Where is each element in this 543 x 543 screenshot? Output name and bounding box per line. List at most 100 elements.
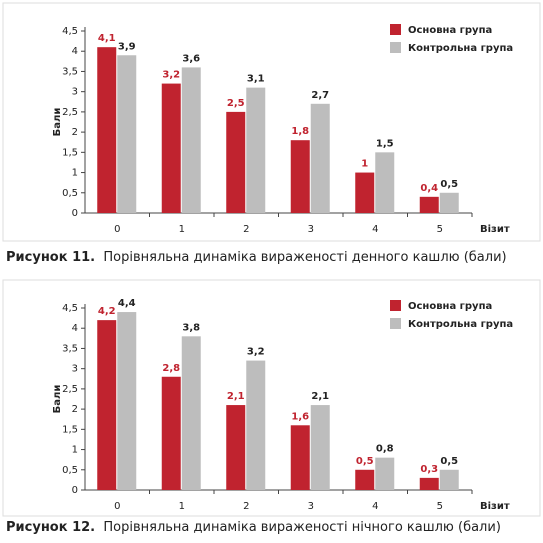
bar xyxy=(181,67,201,214)
value-label: 2,5 xyxy=(227,98,245,109)
bar xyxy=(226,111,246,213)
value-label: 3,8 xyxy=(182,322,200,333)
y-tick-label: 1 xyxy=(72,168,78,179)
bar xyxy=(419,196,439,213)
x-tick-label: 4 xyxy=(372,501,378,512)
y-tick-label: 2 xyxy=(72,404,78,415)
value-label: 0,4 xyxy=(420,183,438,194)
y-tick-label: 2 xyxy=(72,127,78,138)
value-label: 1,6 xyxy=(291,411,309,422)
y-tick-label: 3 xyxy=(72,87,78,98)
y-tick-label: 2,5 xyxy=(62,107,78,118)
figure-label: Рисунок 12. xyxy=(6,520,95,535)
y-tick-label: 0 xyxy=(72,208,78,219)
value-label: 4,4 xyxy=(118,298,136,309)
legend-swatch xyxy=(390,24,401,35)
x-tick-label: 5 xyxy=(437,501,443,512)
bar xyxy=(97,320,117,490)
figure-caption: Рисунок 11. Порівняльна динаміка виражен… xyxy=(6,250,507,265)
y-tick-label: 3,5 xyxy=(62,66,78,77)
value-label: 3,2 xyxy=(162,70,180,81)
y-tick-label: 2,5 xyxy=(62,384,78,395)
x-tick-label: 3 xyxy=(308,501,314,512)
bar xyxy=(246,87,266,213)
bar xyxy=(419,477,439,490)
y-tick-label: 1 xyxy=(72,445,78,456)
y-tick-label: 0,5 xyxy=(62,465,78,476)
y-tick-label: 3,5 xyxy=(62,343,78,354)
value-label: 4,2 xyxy=(98,306,116,317)
value-label: 0,3 xyxy=(420,464,438,475)
legend-label: Основна група xyxy=(408,25,492,36)
y-axis-title: Бали xyxy=(52,108,63,137)
x-axis-title: Візит xyxy=(480,501,510,512)
figure-title: Порівняльна динаміка вираженості нічного… xyxy=(103,520,501,535)
bar xyxy=(226,405,246,490)
x-tick-label: 0 xyxy=(114,224,120,235)
chart-frame xyxy=(2,279,541,517)
y-axis-title: Бали xyxy=(52,385,63,414)
value-label: 1,8 xyxy=(291,126,309,137)
x-tick-label: 4 xyxy=(372,224,378,235)
value-label: 3,6 xyxy=(182,53,200,64)
legend-swatch xyxy=(390,318,401,329)
bar xyxy=(290,425,310,490)
y-tick-label: 1,5 xyxy=(62,147,78,158)
bar xyxy=(439,192,459,213)
value-label: 0,5 xyxy=(356,456,374,467)
x-axis-title: Візит xyxy=(480,224,510,235)
x-tick-label: 5 xyxy=(437,224,443,235)
y-tick-label: 0,5 xyxy=(62,188,78,199)
value-label: 2,8 xyxy=(162,363,180,374)
value-label: 0,8 xyxy=(376,444,394,455)
bar xyxy=(117,55,137,214)
x-tick-label: 2 xyxy=(243,501,249,512)
figure-title: Порівняльна динаміка вираженості денного… xyxy=(103,250,506,265)
value-label: 1 xyxy=(361,159,368,170)
bar xyxy=(375,152,395,213)
x-tick-label: 1 xyxy=(179,501,185,512)
bar xyxy=(375,457,395,490)
value-label: 2,1 xyxy=(311,391,329,402)
legend-label: Контрольна група xyxy=(408,43,513,54)
y-tick-label: 4 xyxy=(72,46,78,57)
bar xyxy=(355,172,375,213)
bar xyxy=(161,376,181,490)
legend-label: Основна група xyxy=(408,301,492,312)
y-tick-label: 1,5 xyxy=(62,424,78,435)
value-label: 2,7 xyxy=(311,90,329,101)
bar xyxy=(161,83,181,213)
x-tick-label: 2 xyxy=(243,224,249,235)
value-label: 0,5 xyxy=(440,179,458,190)
y-tick-label: 0 xyxy=(72,485,78,496)
legend-swatch xyxy=(390,300,401,311)
bar xyxy=(246,360,266,490)
bar xyxy=(355,469,375,490)
bar xyxy=(310,103,330,213)
bar xyxy=(439,469,459,490)
x-tick-label: 3 xyxy=(308,224,314,235)
figure-label: Рисунок 11. xyxy=(6,250,95,265)
bar xyxy=(181,336,201,490)
legend-swatch xyxy=(390,42,401,53)
value-label: 0,5 xyxy=(440,456,458,467)
figure-caption: Рисунок 12. Порівняльна динаміка виражен… xyxy=(6,520,501,535)
legend-label: Контрольна група xyxy=(408,319,513,330)
value-label: 3,2 xyxy=(247,347,265,358)
chart-frame xyxy=(2,2,541,242)
bar xyxy=(310,405,330,490)
y-tick-label: 4,5 xyxy=(62,26,78,37)
x-tick-label: 1 xyxy=(179,224,185,235)
y-tick-label: 3 xyxy=(72,364,78,375)
value-label: 3,9 xyxy=(118,41,136,52)
value-label: 2,1 xyxy=(227,391,245,402)
value-label: 4,1 xyxy=(98,33,116,44)
bar xyxy=(97,47,117,213)
bar xyxy=(290,140,310,213)
bar xyxy=(117,312,137,490)
y-tick-label: 4,5 xyxy=(62,303,78,314)
y-tick-label: 4 xyxy=(72,323,78,334)
value-label: 3,1 xyxy=(247,74,265,85)
x-tick-label: 0 xyxy=(114,501,120,512)
